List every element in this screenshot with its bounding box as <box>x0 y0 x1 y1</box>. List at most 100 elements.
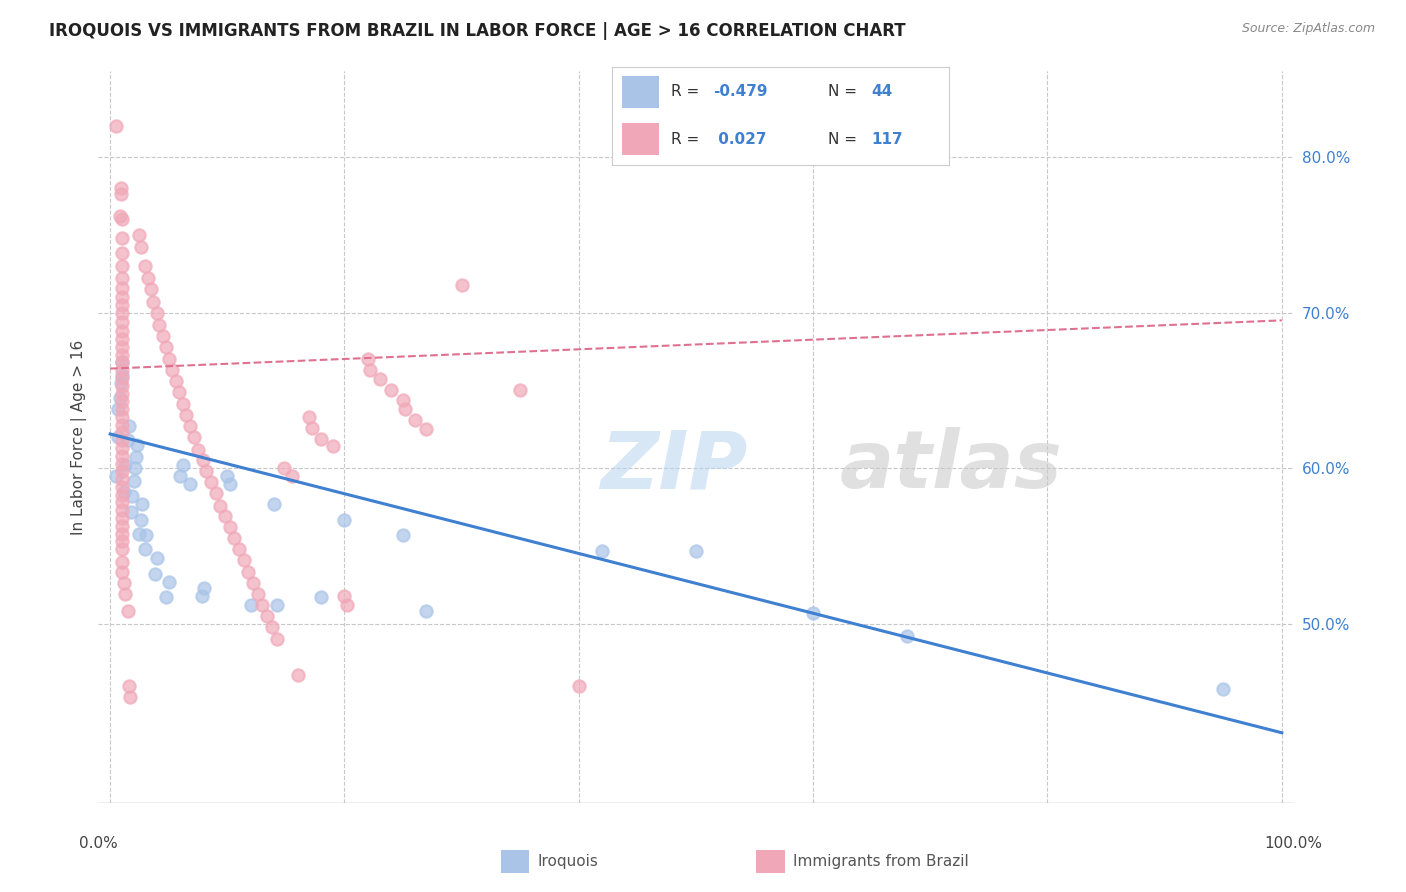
Point <box>218 520 240 534</box>
Point <box>1212 682 1234 697</box>
Point <box>111 305 134 319</box>
Point <box>415 604 437 618</box>
Point <box>155 340 177 354</box>
Point <box>179 419 201 434</box>
Point <box>242 576 264 591</box>
Point <box>252 598 274 612</box>
Point <box>232 553 254 567</box>
Point <box>183 430 205 444</box>
Point <box>169 384 191 399</box>
Point <box>218 476 240 491</box>
Point <box>111 355 134 369</box>
Point <box>111 212 134 227</box>
Point <box>120 690 141 704</box>
Point <box>322 439 344 453</box>
Point <box>111 355 134 369</box>
Point <box>200 475 222 490</box>
Point <box>111 542 134 557</box>
Point <box>143 567 166 582</box>
Point <box>120 505 142 519</box>
Point <box>111 281 134 295</box>
Point <box>134 259 156 273</box>
Point <box>450 277 472 292</box>
Text: IROQUOIS VS IMMIGRANTS FROM BRAZIL IN LABOR FORCE | AGE > 16 CORRELATION CHART: IROQUOIS VS IMMIGRANTS FROM BRAZIL IN LA… <box>49 22 905 40</box>
Point <box>146 305 169 319</box>
Text: Immigrants from Brazil: Immigrants from Brazil <box>793 855 969 869</box>
Point <box>392 528 415 542</box>
FancyBboxPatch shape <box>621 76 659 108</box>
Point <box>224 531 246 545</box>
Point <box>118 679 141 693</box>
Point <box>134 542 156 557</box>
Point <box>127 438 149 452</box>
Point <box>801 606 824 620</box>
Point <box>111 409 134 424</box>
Point <box>179 476 201 491</box>
Point <box>121 489 143 503</box>
Point <box>111 480 134 494</box>
Point <box>105 469 128 483</box>
Point <box>111 340 134 354</box>
Point <box>111 231 134 245</box>
Point <box>309 591 332 605</box>
Point <box>117 604 139 618</box>
Point <box>111 566 134 580</box>
Point <box>228 542 250 557</box>
Text: -0.479: -0.479 <box>713 85 768 99</box>
Point <box>111 488 134 502</box>
Point <box>122 474 145 488</box>
Text: 44: 44 <box>872 85 893 99</box>
Point <box>111 298 134 312</box>
Text: 117: 117 <box>872 131 903 146</box>
Point <box>129 240 152 254</box>
Point <box>685 543 707 558</box>
Text: Iroquois: Iroquois <box>537 855 598 869</box>
Point <box>111 518 134 533</box>
Point <box>380 384 402 398</box>
Point <box>195 464 218 478</box>
Point <box>111 495 134 509</box>
Point <box>165 374 187 388</box>
Point <box>368 372 391 386</box>
Point <box>136 271 159 285</box>
Point <box>260 620 283 634</box>
Point <box>111 503 134 517</box>
Text: 100.0%: 100.0% <box>1264 836 1323 851</box>
Point <box>111 441 134 455</box>
Point <box>336 598 359 612</box>
Point <box>142 294 165 309</box>
Point <box>204 486 226 500</box>
Point <box>124 461 146 475</box>
Text: R =: R = <box>671 131 704 146</box>
Point <box>111 378 134 392</box>
Point <box>111 417 134 432</box>
Point <box>111 315 134 329</box>
Point <box>217 469 239 483</box>
Point <box>281 469 304 483</box>
Point <box>108 391 131 405</box>
Text: 0.0%: 0.0% <box>79 836 118 851</box>
Point <box>117 433 139 447</box>
Point <box>301 421 323 435</box>
Text: N =: N = <box>828 131 862 146</box>
Point <box>118 419 141 434</box>
Point <box>148 318 170 332</box>
Point <box>114 587 136 601</box>
Point <box>110 376 132 390</box>
Point <box>404 413 426 427</box>
Point <box>135 528 157 542</box>
Point <box>128 526 150 541</box>
Point <box>111 449 134 463</box>
Point <box>129 512 152 526</box>
Point <box>152 329 174 343</box>
Point <box>172 458 194 472</box>
Point <box>191 453 214 467</box>
Point <box>111 290 134 304</box>
FancyBboxPatch shape <box>621 123 659 155</box>
Point <box>111 394 134 409</box>
Point <box>568 679 591 693</box>
Point <box>193 581 215 595</box>
Point <box>111 433 134 447</box>
Point <box>146 551 169 566</box>
Point <box>111 457 134 471</box>
